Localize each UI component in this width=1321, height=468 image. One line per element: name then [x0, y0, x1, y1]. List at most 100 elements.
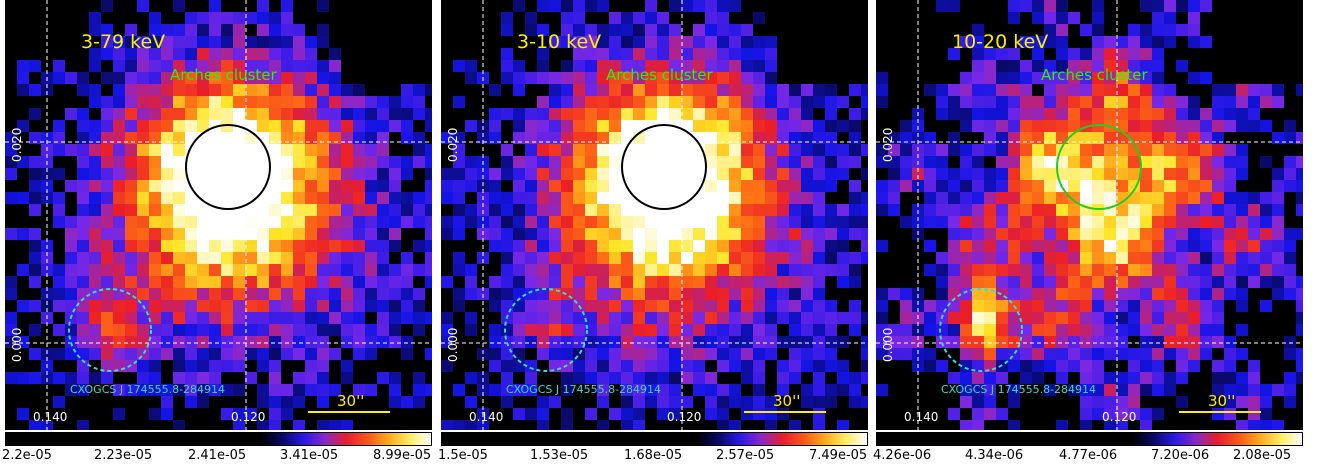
pixel	[537, 240, 549, 252]
pixel	[1128, 168, 1140, 180]
pixel	[717, 60, 729, 72]
pixel	[245, 12, 257, 24]
pixel	[1056, 108, 1068, 120]
pixel	[1044, 36, 1056, 48]
pixel	[1020, 216, 1032, 228]
pixel	[453, 384, 465, 396]
pixel	[609, 96, 621, 108]
pixel	[89, 60, 101, 72]
pixel	[317, 84, 329, 96]
pixel	[1080, 96, 1092, 108]
pixel	[1092, 360, 1104, 372]
pixel	[185, 120, 197, 132]
pixel	[801, 228, 813, 240]
pixel	[717, 300, 729, 312]
pixel	[1032, 12, 1044, 24]
pixel	[1152, 180, 1164, 192]
pixel	[1092, 384, 1104, 396]
pixel	[861, 360, 868, 372]
pixel	[693, 60, 705, 72]
pixel	[573, 36, 585, 48]
pixel	[1008, 360, 1020, 372]
pixel	[609, 264, 621, 276]
pixel	[149, 204, 161, 216]
pixel	[1152, 324, 1164, 336]
pixel	[425, 216, 432, 228]
pixel	[173, 168, 185, 180]
pixel	[1092, 84, 1104, 96]
pixel	[1236, 348, 1248, 360]
pixel	[777, 312, 789, 324]
pixel	[888, 192, 900, 204]
pixel	[1152, 216, 1164, 228]
pixel	[609, 348, 621, 360]
pixel	[1200, 156, 1212, 168]
pixel	[101, 276, 113, 288]
pixel	[549, 336, 561, 348]
pixel	[693, 204, 705, 216]
pixel	[257, 108, 269, 120]
pixel	[585, 132, 597, 144]
pixel	[597, 348, 609, 360]
pixel	[329, 180, 341, 192]
pixel	[305, 180, 317, 192]
pixel	[741, 156, 753, 168]
pixel	[1140, 168, 1152, 180]
pixel	[41, 84, 53, 96]
pixel	[1128, 396, 1140, 408]
pixel	[329, 84, 341, 96]
pixel	[777, 360, 789, 372]
pixel	[1188, 312, 1200, 324]
pixel	[1044, 204, 1056, 216]
pixel	[293, 228, 305, 240]
pixel	[972, 48, 984, 60]
pixel	[549, 264, 561, 276]
source-label: Arches cluster	[606, 66, 714, 84]
pixel	[657, 24, 669, 36]
pixel	[245, 288, 257, 300]
pixel	[441, 276, 453, 288]
pixel	[65, 384, 77, 396]
pixel	[1020, 168, 1032, 180]
pixel	[1080, 324, 1092, 336]
pixel	[825, 216, 837, 228]
pixel	[960, 420, 972, 430]
pixel	[585, 252, 597, 264]
pixel	[537, 252, 549, 264]
pixel	[1212, 336, 1224, 348]
pixel	[537, 336, 549, 348]
pixel	[489, 276, 501, 288]
pixel	[657, 348, 669, 360]
pixel	[269, 360, 281, 372]
pixel	[137, 288, 149, 300]
pixel	[185, 276, 197, 288]
pixel	[149, 240, 161, 252]
pixel	[1140, 108, 1152, 120]
pixel	[1032, 60, 1044, 72]
pixel	[209, 168, 221, 180]
pixel	[1248, 360, 1260, 372]
pixel	[753, 348, 765, 360]
pixel	[705, 48, 717, 60]
pixel	[1116, 252, 1128, 264]
pixel	[209, 84, 221, 96]
pixel	[972, 204, 984, 216]
pixel	[1248, 264, 1260, 276]
pixel	[453, 132, 465, 144]
pixel	[1164, 36, 1176, 48]
pixel	[185, 324, 197, 336]
pixel	[621, 240, 633, 252]
pixel	[233, 144, 245, 156]
pixel	[996, 300, 1008, 312]
pixel	[960, 156, 972, 168]
pixel	[1104, 312, 1116, 324]
pixel	[305, 48, 317, 60]
pixel	[585, 408, 597, 420]
xray-image: 10-20 keV Arches cluster CXOGCS J 174555…	[876, 0, 1303, 430]
pixel	[1056, 156, 1068, 168]
pixel	[765, 204, 777, 216]
pixel	[281, 228, 293, 240]
pixel	[53, 216, 65, 228]
pixel	[113, 336, 125, 348]
pixel	[501, 264, 513, 276]
